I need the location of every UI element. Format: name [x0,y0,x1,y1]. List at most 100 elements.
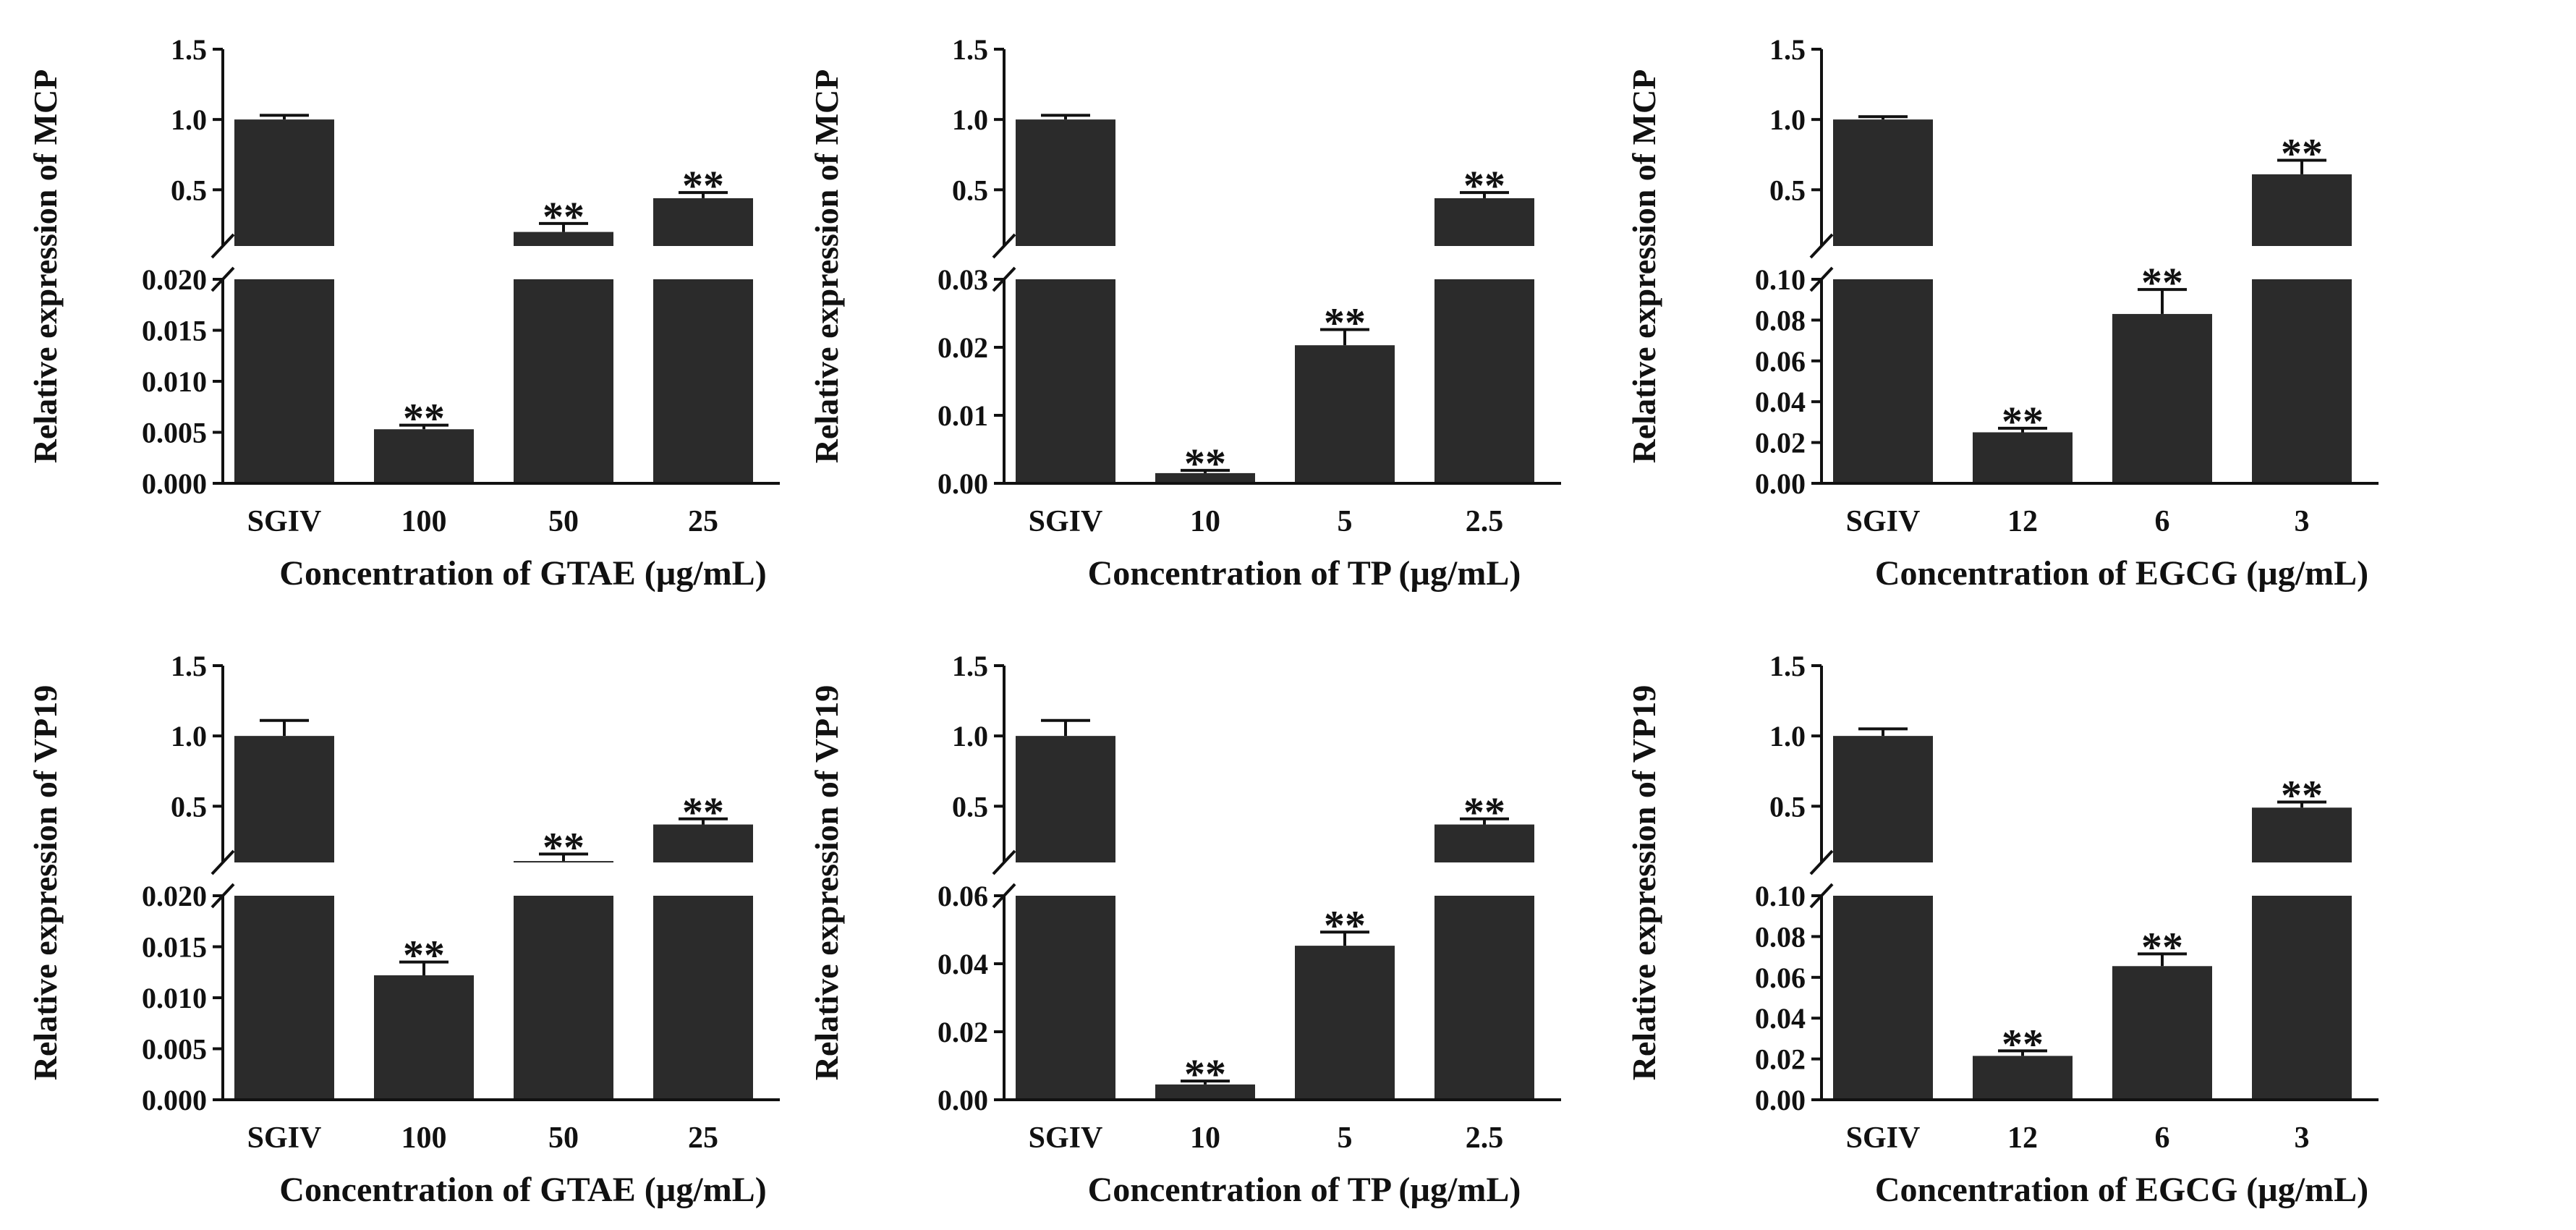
x-axis-title: Concentration of EGCG (µg/mL) [1875,554,2368,593]
axis-break-mark [992,849,1016,875]
bar-lower-segment [653,279,753,483]
y-axis-title: Relative expression of VP19 [1625,685,1662,1080]
y-tick-label: 1.5 [1769,33,1806,66]
chart-panel-1: ** ** ** 0.5 1.0 1.5 0.000 0.005 0.010 0.015 0.020… [27,33,780,593]
y-tick-label: 0.08 [1755,304,1806,336]
bar-lower-segment [1833,896,1933,1100]
bar-lower-segment [2252,279,2352,483]
y-tick-label: 0.00 [938,467,988,500]
y-tick-label: 0.5 [171,174,207,206]
significance-label: ** [543,193,585,240]
y-axis-title: Relative expression of VP19 [808,685,845,1080]
significance-label: ** [543,823,585,870]
x-tick-label: 10 [1190,505,1220,538]
bar-upper-segment [653,824,753,862]
y-tick-label: 0.5 [952,174,988,206]
y-tick-label: 0.00 [1755,1084,1806,1116]
significance-label: ** [682,162,724,209]
y-tick-label: 0.02 [938,331,988,364]
y-tick-label: 0.000 [142,1084,207,1116]
x-tick-label: 100 [401,505,447,538]
bar-upper-segment [234,736,334,862]
y-tick-label: 0.5 [1769,790,1806,823]
x-tick-label: 12 [2007,1121,2038,1155]
significance-label: ** [682,789,724,836]
y-tick-label: 1.0 [952,103,988,136]
bar-upper-segment [514,861,613,863]
y-tick-label: 0.06 [1755,962,1806,994]
bar-upper-segment [1434,824,1534,862]
x-tick-label: SGIV [1029,505,1103,538]
x-tick-label: 50 [548,505,579,538]
bar [1295,345,1395,483]
axis-break-mark [211,233,235,259]
bar-lower-segment [1016,279,1115,483]
y-tick-label: 0.08 [1755,920,1806,953]
y-axis-title: Relative expression of MCP [27,69,64,464]
y-tick-label: 0.020 [142,263,207,296]
y-axis-title: Relative expression of VP19 [27,685,64,1080]
chart-panel-3: ** ** ** 0.5 1.0 1.5 0.00 0.02 0.04 0.06 0.08 0.10 S… [1625,33,2379,593]
y-axis-title: Relative expression of MCP [1625,69,1662,464]
y-tick-label: 0.03 [938,263,988,296]
significance-label: ** [1463,162,1505,209]
y-tick-label: 1.5 [952,33,988,66]
y-tick-label: 1.5 [1769,650,1806,682]
bar-lower-segment [1016,896,1115,1100]
y-tick-label: 0.005 [142,417,207,449]
bar-lower-segment [234,896,334,1100]
chart-panel-4: ** ** ** 0.5 1.0 1.5 0.000 0.005 0.010 0.015 0.020… [27,650,780,1209]
significance-label: ** [1324,300,1366,347]
x-tick-label: 6 [2155,505,2170,538]
axis-break-mark [992,233,1016,259]
y-tick-label: 0.010 [142,365,207,398]
bar-lower-segment [234,279,334,483]
x-tick-label: 2.5 [1466,505,1504,538]
x-tick-label: 5 [1338,505,1353,538]
bar [1973,1056,2073,1100]
x-tick-label: 25 [688,1121,718,1155]
bar-upper-segment [2252,174,2352,246]
y-tick-label: 1.0 [171,720,207,752]
bar-lower-segment [1833,279,1933,483]
x-tick-label: 100 [401,1121,447,1155]
y-tick-label: 0.5 [952,790,988,823]
x-tick-label: 3 [2295,1121,2310,1155]
bar-upper-segment [514,232,613,246]
y-tick-label: 0.00 [938,1084,988,1116]
y-tick-label: 0.010 [142,982,207,1014]
significance-label: ** [2002,1020,2044,1067]
x-tick-label: SGIV [247,505,322,538]
bar-upper-segment [2252,807,2352,862]
chart-panel-5: ** ** ** 0.5 1.0 1.5 0.00 0.02 0.04 0.06 SGIV 10 5 2.… [808,650,1561,1209]
x-tick-label: 10 [1190,1121,1220,1155]
y-tick-label: 1.5 [171,33,207,66]
y-tick-label: 0.04 [1755,386,1806,418]
bar-upper-segment [1016,736,1115,862]
bar [1155,1084,1255,1100]
significance-label: ** [1184,1051,1226,1098]
significance-label: ** [403,932,445,979]
bar-upper-segment [1833,736,1933,862]
bar [1973,432,2073,483]
y-tick-label: 0.06 [1755,345,1806,378]
bar [374,975,474,1100]
x-axis-title: Concentration of EGCG (µg/mL) [1875,1171,2368,1209]
y-tick-label: 0.5 [1769,174,1806,206]
bar-upper-segment [1833,119,1933,246]
y-tick-label: 0.02 [938,1016,988,1048]
x-tick-label: SGIV [1029,1121,1103,1155]
significance-label: ** [2002,398,2044,445]
bar-upper-segment [234,119,334,246]
bar-lower-segment [653,896,753,1100]
x-axis-title: Concentration of TP (µg/mL) [1088,1171,1521,1209]
significance-label: ** [2141,259,2183,306]
x-axis-title: Concentration of TP (µg/mL) [1088,554,1521,593]
axis-break-mark [211,849,235,875]
y-tick-label: 0.000 [142,467,207,500]
bar-upper-segment [1434,198,1534,246]
chart-panel-6: ** ** ** 0.5 1.0 1.5 0.00 0.02 0.04 0.06 0.08 0.10 S… [1625,650,2379,1209]
y-tick-label: 0.04 [938,948,988,980]
x-tick-label: 3 [2295,505,2310,538]
significance-label: ** [2281,771,2323,818]
